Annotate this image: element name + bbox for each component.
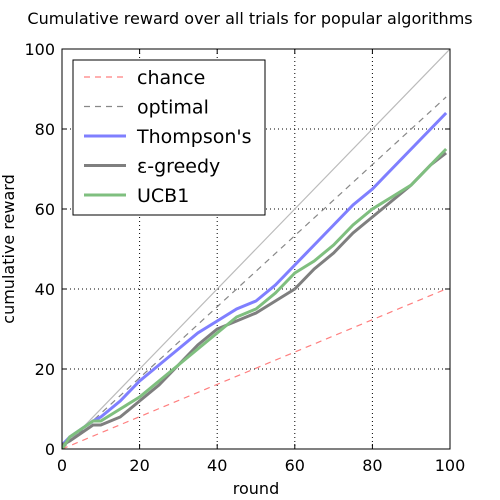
series-lines	[62, 96, 448, 449]
chart-title: Cumulative reward over all trials for po…	[27, 9, 472, 28]
x-axis-label: round	[233, 479, 279, 498]
y-tick-label: 100	[24, 40, 55, 59]
series-line-4	[62, 147, 448, 449]
reference-line	[62, 49, 450, 449]
plot-frame	[61, 48, 451, 450]
y-tick-label: 80	[35, 120, 55, 139]
legend-label-4: UCB1	[137, 185, 189, 207]
y-tick-label: 40	[35, 280, 55, 299]
y-tick-label: 20	[35, 360, 55, 379]
series-line-2	[62, 111, 448, 447]
legend-label-3: ε-greedy	[137, 156, 220, 178]
series-line-3	[62, 151, 448, 447]
series-line-0	[62, 288, 447, 449]
series-line-1	[62, 96, 447, 449]
x-tick-label: 20	[129, 456, 149, 475]
x-tick-label: 80	[362, 456, 382, 475]
legend-label-1: optimal	[137, 97, 209, 119]
y-tick-label: 0	[45, 440, 55, 459]
x-tick-label: 60	[285, 456, 305, 475]
legend: chance optimal Thompson's ε-greedy UCB1	[72, 59, 266, 216]
x-tick-label: 100	[435, 456, 466, 475]
axis-ticks: 0 20 40 60 80 100 0 20 40 60 80 100	[24, 40, 465, 475]
legend-label-2: Thompson's	[136, 126, 252, 148]
y-tick-label: 60	[35, 200, 55, 219]
x-tick-label: 0	[57, 456, 67, 475]
y-axis-label: cumulative reward	[0, 174, 18, 323]
reference-diagonal	[62, 49, 450, 449]
x-tick-label: 40	[207, 456, 227, 475]
legend-label-0: chance	[137, 67, 205, 89]
